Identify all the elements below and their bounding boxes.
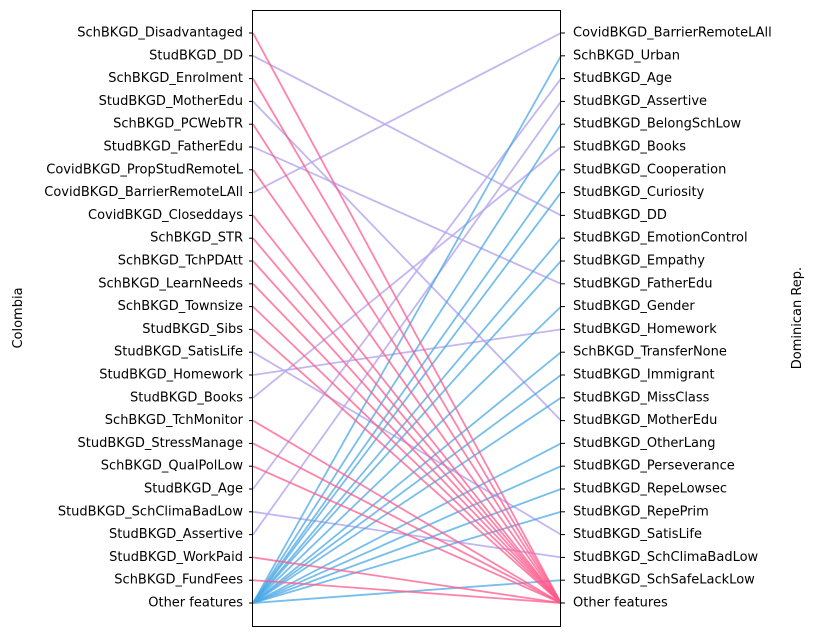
right-tick-label: StudBKGD_Curiosity	[573, 185, 705, 200]
links-layer	[252, 32, 562, 604]
left-tick-label: CovidBKGD_BarrierRemoteLAll	[44, 185, 243, 200]
left-tick-label: StudBKGD_Assertive	[109, 527, 243, 542]
left-tick-label: StudBKGD_MotherEdu	[99, 94, 243, 109]
left-axis: SchBKGD_Disadvantaged StudBKGD_DD SchBKGD_…	[44, 26, 253, 611]
left-tick-label: SchBKGD_QualPolLow	[101, 459, 244, 474]
link-shared-1	[252, 100, 562, 422]
link-left-only-13	[252, 169, 562, 604]
left-axis-title: Colombia	[11, 287, 26, 348]
plot-frame	[252, 10, 561, 627]
right-tick-label: StudBKGD_Perseverance	[573, 459, 735, 474]
right-tick-label: StudBKGD_MissClass	[573, 390, 710, 405]
link-left-only-24	[252, 579, 562, 604]
left-tick-label: CovidBKGD_Closeddays	[88, 208, 243, 223]
right-tick-label: SchBKGD_Urban	[573, 48, 680, 63]
left-tick-label: StudBKGD_SchClimaBadLow	[58, 504, 244, 519]
right-axis: CovidBKGD_BarrierRemoteLAll SchBKGD_Urban…	[561, 26, 772, 611]
left-tick-label: SchBKGD_FundFees	[114, 573, 243, 588]
link-left-only-12	[252, 123, 562, 604]
link-left-only-17	[252, 283, 562, 604]
link-left-only-14	[252, 214, 562, 604]
left-tick-label: SchBKGD_PCWebTR	[113, 117, 243, 132]
left-tick-label: StudBKGD_StressManage	[78, 436, 243, 451]
right-tick-label: StudBKGD_SchSafeLackLow	[573, 573, 755, 588]
left-tick-label: SchBKGD_STR	[150, 231, 243, 246]
right-tick-label: StudBKGD_SatisLife	[573, 527, 702, 542]
left-tick-label: StudBKGD_Homework	[99, 368, 243, 383]
left-tick-label: SchBKGD_TchMonitor	[105, 413, 244, 428]
left-tick-label: StudBKGD_Age	[144, 482, 243, 497]
right-tick-label: StudBKGD_Gender	[573, 299, 695, 314]
right-tick-label: StudBKGD_RepeLowsec	[573, 482, 727, 497]
right-tick-label: StudBKGD_Cooperation	[573, 162, 726, 177]
right-tick-label: StudBKGD_FatherEdu	[573, 276, 713, 291]
link-right-only-32	[252, 351, 562, 604]
link-shared-4	[252, 328, 562, 376]
link-left-only-11	[252, 78, 562, 604]
link-shared-3	[252, 32, 562, 194]
link-shared-6	[252, 78, 562, 490]
link-left-only-16	[252, 260, 562, 604]
right-tick-label: StudBKGD_EmotionControl	[573, 231, 748, 246]
right-tick-label: StudBKGD_Assertive	[573, 94, 707, 109]
left-tick-label: StudBKGD_FatherEdu	[103, 140, 243, 155]
right-tick-label: StudBKGD_Age	[573, 71, 672, 86]
left-tick-label: CovidBKGD_PropStudRemoteL	[46, 162, 243, 177]
left-tick-label: StudBKGD_Sibs	[142, 322, 243, 337]
link-right-only-25	[252, 55, 562, 604]
link-right-only-34	[252, 397, 562, 604]
right-tick-label: SchBKGD_TransferNone	[573, 345, 727, 360]
right-tick-label: StudBKGD_Homework	[573, 322, 717, 337]
link-right-only-38	[252, 510, 562, 604]
link-shared-0	[252, 55, 562, 217]
right-tick-label: StudBKGD_OtherLang	[573, 436, 715, 451]
left-tick-label: StudBKGD_DD	[149, 48, 243, 63]
right-tick-label: StudBKGD_Immigrant	[573, 368, 715, 383]
left-tick-label: StudBKGD_SatisLife	[114, 345, 243, 360]
right-tick-label: CovidBKGD_BarrierRemoteLAll	[573, 26, 772, 41]
right-tick-label: StudBKGD_BelongSchLow	[573, 117, 741, 132]
right-tick-label: StudBKGD_Books	[573, 140, 686, 155]
link-left-only-20	[252, 419, 562, 604]
left-tick-label: SchBKGD_Enrolment	[108, 71, 243, 86]
left-tick-label: SchBKGD_TchPDAtt	[118, 254, 243, 269]
right-tick-label: StudBKGD_MotherEdu	[573, 413, 717, 428]
link-left-only-21	[252, 442, 562, 604]
link-left-only-18	[252, 305, 562, 604]
left-tick-label: SchBKGD_Disadvantaged	[77, 26, 243, 41]
right-tick-label: StudBKGD_Empathy	[573, 254, 705, 269]
left-tick-label: SchBKGD_LearnNeeds	[98, 276, 243, 291]
link-left-only-23	[252, 556, 562, 604]
left-tick-label: Other features	[148, 596, 243, 611]
link-left-only-22	[252, 465, 562, 604]
right-axis-title: Dominican Rep.	[790, 267, 805, 369]
right-tick-label: StudBKGD_SchClimaBadLow	[573, 550, 759, 565]
right-tick-label: StudBKGD_RepePrim	[573, 504, 709, 519]
left-tick-label: StudBKGD_WorkPaid	[109, 550, 243, 565]
left-tick-label: SchBKGD_Townsize	[118, 299, 243, 314]
left-tick-label: StudBKGD_Books	[130, 390, 243, 405]
right-tick-label: Other features	[573, 596, 668, 611]
link-left-only-19	[252, 328, 562, 604]
link-left-only-10	[252, 32, 562, 604]
right-tick-label: StudBKGD_DD	[573, 208, 667, 223]
link-left-only-15	[252, 237, 562, 604]
link-right-only-28	[252, 192, 562, 604]
